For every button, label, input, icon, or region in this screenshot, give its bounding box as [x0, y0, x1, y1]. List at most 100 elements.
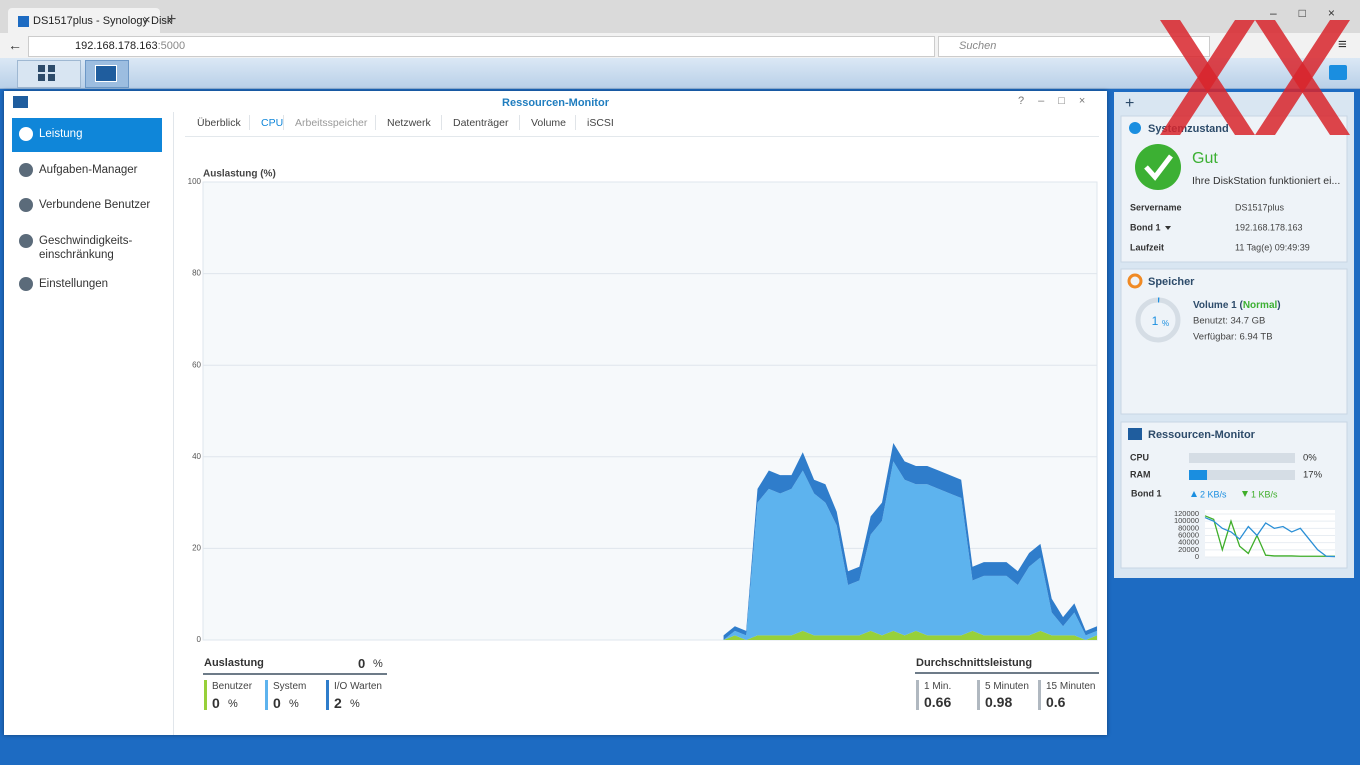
average-title: Durchschnittsleistung [916, 657, 1033, 669]
average-value: 0.6 [1046, 694, 1066, 710]
tab[interactable]: Datenträger [453, 117, 509, 129]
summary-color [204, 680, 207, 710]
mini-y-tick-label: 20000 [1178, 545, 1199, 554]
meter-track [1189, 453, 1295, 463]
summary-value: 0 [273, 695, 281, 711]
meter-label: RAM [1130, 469, 1151, 479]
tab[interactable]: CPU [261, 117, 284, 129]
mini-y-tick-label: 0 [1195, 552, 1199, 561]
tab[interactable]: Volume [531, 117, 567, 129]
info-label: Laufzeit [1130, 242, 1164, 252]
y-tick-label: 0 [197, 635, 202, 644]
sidebar-item[interactable]: Verbundene Benutzer [39, 199, 151, 211]
sidebar-item[interactable]: Geschwindigkeits- [39, 234, 133, 247]
meter-value: 17% [1303, 470, 1323, 481]
average-value: 0.98 [985, 694, 1013, 710]
net-label: Bond 1 [1131, 488, 1162, 498]
sidebar-icon [19, 162, 33, 177]
meter-bar [1189, 470, 1208, 480]
tab-separator [375, 115, 376, 130]
net-down: 1 KB/s [1251, 489, 1278, 499]
cpu-chart: Auslastung (%) 0 20 40 60 80 100 [188, 169, 1098, 644]
summary-unit: % [373, 658, 383, 670]
average-label: 5 Minuten [985, 681, 1029, 692]
mini-y-tick-label: 80000 [1178, 523, 1199, 532]
info-icon [1129, 122, 1141, 134]
dropdown-arrow [1165, 226, 1171, 230]
y-tick-label: 40 [192, 452, 201, 461]
status-message: Ihre DiskStation funktioniert ei... [1192, 175, 1340, 187]
volume-free: Verfügbar: 6.94 TB [1193, 332, 1273, 343]
url: 192.168.178.163:5000 [75, 40, 185, 52]
summary-color [326, 680, 329, 710]
sidebar-icon [19, 198, 33, 212]
url-port: :5000 [157, 40, 186, 52]
sidebar-item[interactable]: einschränkung [39, 248, 114, 261]
check-mark [1144, 154, 1173, 181]
tab-separator [519, 115, 520, 130]
search-field[interactable] [938, 36, 1210, 57]
window-title: Ressourcen-Monitor [502, 97, 609, 109]
back-button[interactable]: ← [8, 37, 22, 53]
summary-total: 0 [358, 656, 366, 671]
average-rule [915, 672, 1099, 674]
tab[interactable] [8, 8, 160, 33]
app-icon [95, 65, 117, 82]
url-field[interactable] [28, 36, 935, 57]
summary-label: Benutzer [212, 681, 253, 692]
sidebar-item[interactable]: Leistung [39, 128, 83, 140]
tab[interactable]: iSCSI [587, 117, 614, 129]
y-tick-label: 100 [188, 177, 202, 186]
y-axis-label: Auslastung (%) [203, 169, 276, 180]
url-host: 192.168.178.163 [75, 40, 158, 52]
sidebar-item[interactable]: Aufgaben-Manager [39, 163, 138, 176]
average-bar [1038, 680, 1041, 710]
info-value: DS1517plus [1235, 202, 1285, 212]
info-label: Bond 1 [1130, 222, 1161, 232]
net-up: 2 KB/s [1200, 489, 1227, 499]
volume-used: Benutzt: 34.7 GB [1193, 316, 1265, 327]
sidebar-item[interactable]: Einstellungen [39, 277, 109, 290]
tab[interactable]: Netzwerk [387, 117, 431, 129]
favicon [18, 16, 29, 27]
monitor-icon [1128, 428, 1142, 440]
window-controls[interactable]: –□× [1270, 6, 1357, 20]
average-bar [977, 680, 980, 710]
tab-close[interactable]: × [143, 12, 151, 27]
tab[interactable]: Überblick [197, 117, 241, 129]
up-arrow [1191, 491, 1197, 497]
menu-button[interactable]: ≡ [1338, 36, 1347, 53]
add-widget[interactable]: + [1125, 95, 1135, 112]
info-label: Servername [1130, 202, 1182, 212]
mini-y-tick-label: 120000 [1174, 509, 1199, 518]
storage-icon [1127, 273, 1143, 289]
summary-value: 0 [212, 695, 220, 711]
mini-line [1204, 515, 1335, 557]
volume-volume: Volume 1 ( [1193, 300, 1243, 311]
average-label: 1 Min. [924, 681, 952, 692]
window-icon [13, 96, 28, 108]
tab-title: DS1517plus - Synology Disk [33, 15, 173, 27]
down-arrow [1242, 491, 1248, 497]
volume-close: ) [1277, 300, 1280, 311]
mini-y-tick-label: 60000 [1178, 530, 1199, 539]
mini-line [1204, 516, 1336, 558]
area-series [723, 630, 1097, 640]
meter-label: CPU [1130, 452, 1149, 462]
summary-unit: % [289, 698, 299, 710]
tab-strip [0, 0, 1360, 33]
tab[interactable]: Arbeitsspeicher [295, 117, 368, 129]
volume-status: Normal [1243, 300, 1278, 311]
tab-separator [283, 115, 284, 130]
new-tab[interactable]: + [167, 11, 177, 28]
widget-toggle[interactable] [1329, 65, 1347, 80]
area-series [723, 443, 1097, 640]
average-label: 15 Minuten [1046, 681, 1096, 692]
status-icon [1135, 144, 1181, 190]
window-buttons[interactable]: ?–□× [1018, 95, 1100, 107]
watermark [1160, 20, 1350, 135]
tab-separator [249, 115, 250, 130]
tab-separator [575, 115, 576, 130]
mini-y-tick-label: 40000 [1178, 538, 1199, 547]
